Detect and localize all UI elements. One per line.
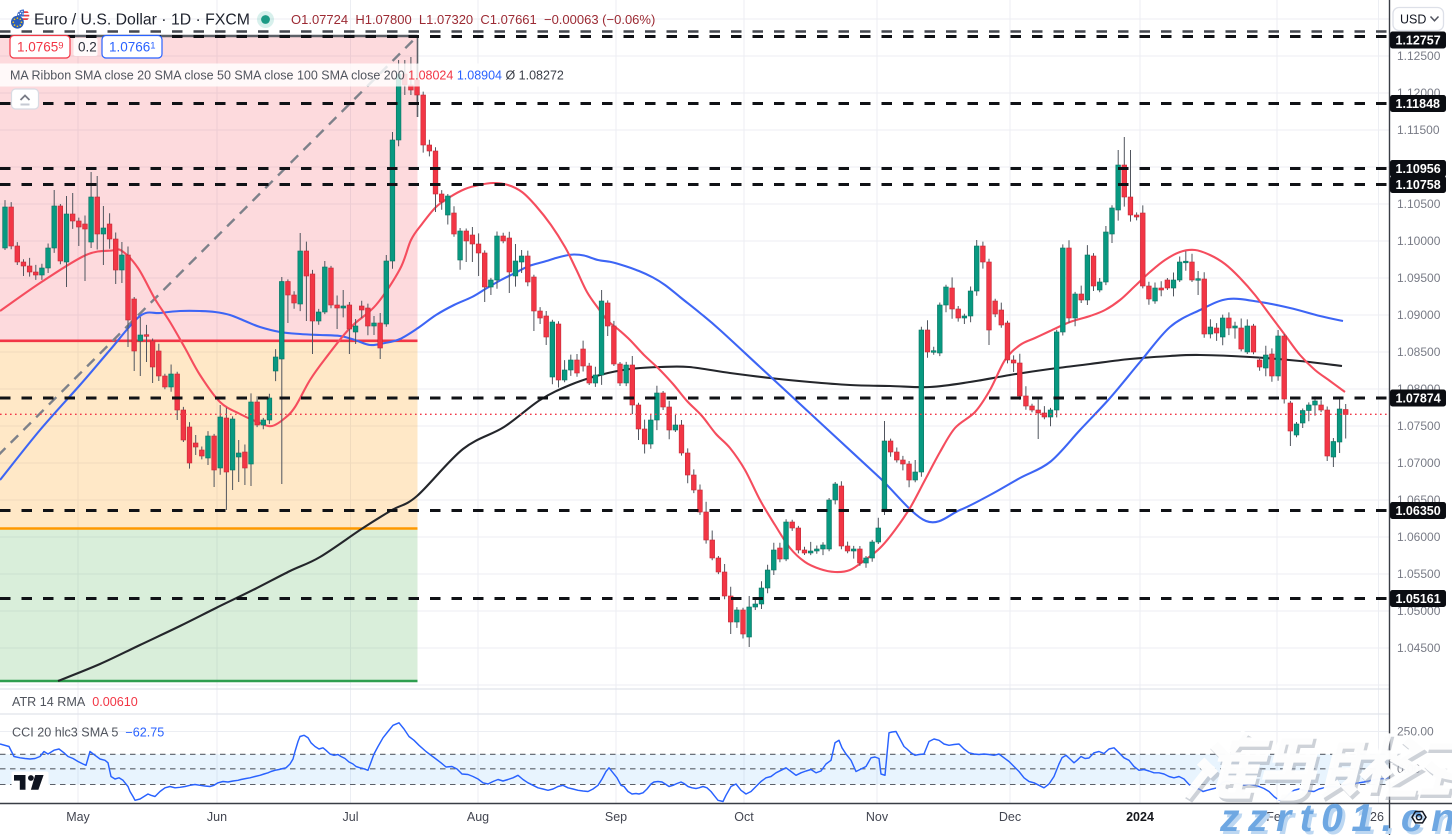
svg-text:Euro / U.S. Dollar · 1D · FXCM: Euro / U.S. Dollar · 1D · FXCM (34, 12, 250, 29)
svg-text:May: May (66, 810, 90, 824)
svg-text:1.06350: 1.06350 (1396, 504, 1441, 518)
svg-text:Jul: Jul (343, 810, 359, 824)
svg-text:1.05161: 1.05161 (1396, 592, 1441, 606)
svg-text:1.05500: 1.05500 (1397, 567, 1441, 581)
svg-text:Aug: Aug (467, 810, 489, 824)
svg-text:1.07500: 1.07500 (1397, 419, 1441, 433)
svg-text:USD: USD (1400, 13, 1426, 27)
svg-text:MA Ribbon SMA close 20 SMA clo: MA Ribbon SMA close 20 SMA close 50 SMA … (10, 69, 564, 83)
svg-text:250.00: 250.00 (1397, 725, 1434, 739)
svg-text:1.07661: 1.07661 (109, 40, 156, 55)
svg-text:Sep: Sep (605, 810, 627, 824)
svg-text:1.10956: 1.10956 (1396, 162, 1441, 176)
svg-text:2024: 2024 (1126, 810, 1154, 824)
svg-text:1.09500: 1.09500 (1397, 271, 1441, 285)
svg-text:ATR 14 RMA 0.00610: ATR 14 RMA 0.00610 (12, 695, 138, 709)
svg-text:CCI 20 hlc3 SMA 5 −62.75: CCI 20 hlc3 SMA 5 −62.75 (12, 726, 164, 740)
svg-text:O1.07724 H1.07800 L1.07320: O1.07724 H1.07800 L1.07320 C1.07661 −0.0… (291, 12, 655, 27)
svg-text:Dec: Dec (999, 810, 1021, 824)
svg-text:1.12757: 1.12757 (1396, 33, 1441, 47)
svg-text:1.10500: 1.10500 (1397, 197, 1441, 211)
svg-text:Jun: Jun (207, 810, 227, 824)
svg-text:1.07000: 1.07000 (1397, 456, 1441, 470)
svg-text:Nov: Nov (866, 810, 889, 824)
svg-text:1.06000: 1.06000 (1397, 530, 1441, 544)
svg-text:1.11848: 1.11848 (1396, 97, 1441, 111)
svg-text:Oct: Oct (734, 810, 754, 824)
svg-text:1.08500: 1.08500 (1397, 345, 1441, 359)
svg-text:1.04500: 1.04500 (1397, 641, 1441, 655)
svg-text:1.10758: 1.10758 (1396, 178, 1441, 192)
svg-text:1.12500: 1.12500 (1397, 49, 1441, 63)
svg-text:1.07659: 1.07659 (17, 40, 64, 55)
svg-text:1.10000: 1.10000 (1397, 234, 1441, 248)
svg-text:1.07874: 1.07874 (1396, 391, 1441, 405)
svg-text:1.11500: 1.11500 (1397, 123, 1440, 137)
svg-text:0.2: 0.2 (78, 40, 97, 55)
svg-text:1.09000: 1.09000 (1397, 308, 1441, 322)
